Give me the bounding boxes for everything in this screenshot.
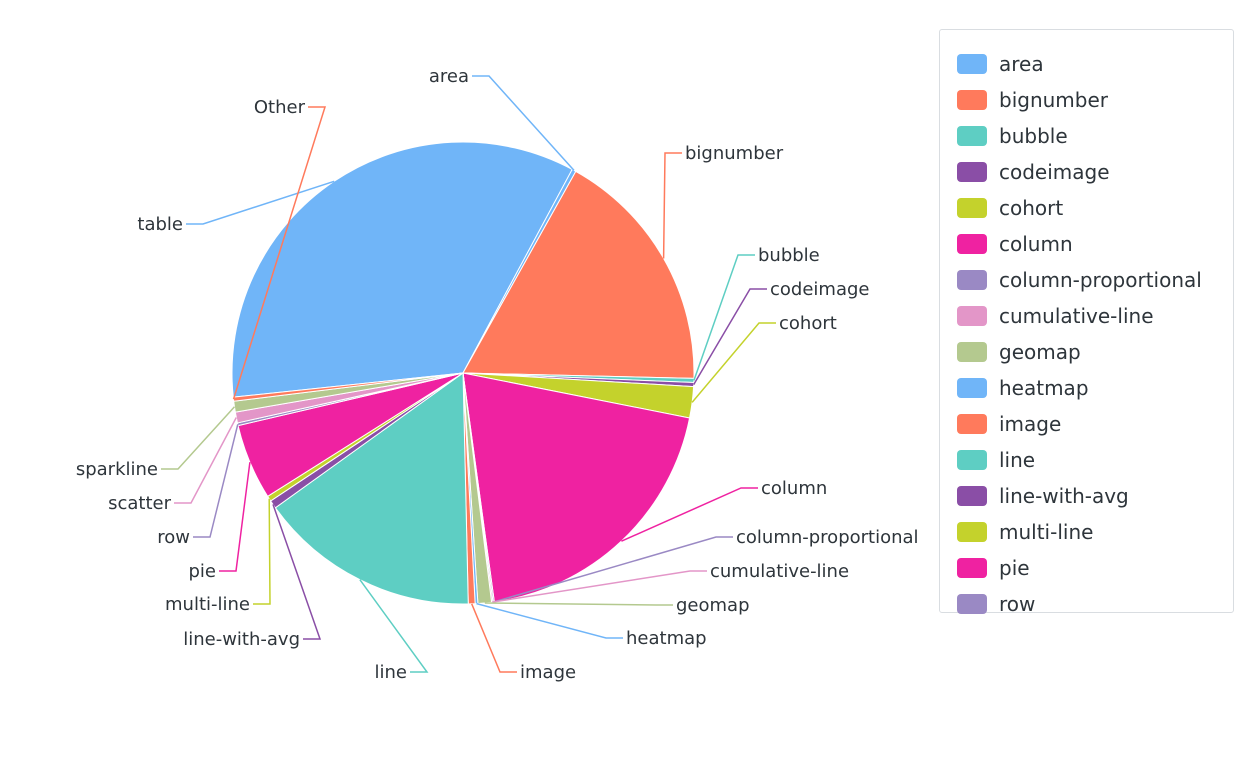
legend-swatch bbox=[957, 234, 987, 254]
callout-label-codeimage: codeimage bbox=[770, 279, 869, 300]
callout-line-bignumber bbox=[662, 152, 682, 259]
legend-swatch bbox=[957, 306, 987, 326]
legend-item-geomap[interactable]: geomap bbox=[957, 334, 1233, 370]
callout-line-geomap bbox=[484, 602, 673, 606]
legend-label: line-with-avg bbox=[999, 484, 1129, 508]
legend-label: row bbox=[999, 592, 1036, 616]
callout-label-table: table bbox=[137, 214, 183, 235]
callout-label-other: Other bbox=[254, 97, 306, 118]
legend-item-cohort[interactable]: cohort bbox=[957, 190, 1233, 226]
callout-line-table bbox=[186, 180, 335, 225]
callout-label-sparkline: sparkline bbox=[76, 459, 158, 480]
legend-swatch bbox=[957, 486, 987, 506]
callout-label-cumulative-line: cumulative-line bbox=[710, 561, 849, 582]
callout-label-multi-line: multi-line bbox=[165, 594, 250, 615]
callout-line-scatter bbox=[174, 417, 237, 504]
legend-label: pie bbox=[999, 556, 1030, 580]
chart-legend: area bignumber bubble codeimage cohort c… bbox=[939, 29, 1234, 616]
legend-label: column bbox=[999, 232, 1073, 256]
legend-item-cumulative-line[interactable]: cumulative-line bbox=[957, 298, 1233, 334]
legend-label: area bbox=[999, 52, 1044, 76]
callout-line-other bbox=[232, 106, 327, 400]
callout-label-column: column bbox=[761, 478, 827, 499]
legend-item-heatmap[interactable]: heatmap bbox=[957, 370, 1233, 406]
legend-label: column-proportional bbox=[999, 268, 1202, 292]
legend-item-codeimage[interactable]: codeimage bbox=[957, 154, 1233, 190]
legend-item-bignumber[interactable]: bignumber bbox=[957, 82, 1233, 118]
callout-line-column-proportional bbox=[493, 536, 733, 603]
legend-label: image bbox=[999, 412, 1062, 436]
callout-label-pie: pie bbox=[188, 561, 216, 582]
callout-label-area: area bbox=[429, 66, 469, 87]
legend-item-line[interactable]: line bbox=[957, 442, 1233, 478]
legend-label: geomap bbox=[999, 340, 1081, 364]
legend-label: bignumber bbox=[999, 88, 1109, 112]
legend-swatch bbox=[957, 126, 987, 146]
legend-swatch bbox=[957, 90, 987, 110]
callout-line-multi-line bbox=[253, 498, 271, 605]
legend-swatch bbox=[957, 378, 987, 398]
legend-item-multi-line[interactable]: multi-line bbox=[957, 514, 1233, 550]
callout-line-column bbox=[621, 487, 758, 542]
callout-line-bubble bbox=[693, 254, 755, 381]
callout-line-line bbox=[359, 579, 429, 673]
legend-swatch bbox=[957, 54, 987, 74]
legend-swatch bbox=[957, 198, 987, 218]
legend-item-line-with-avg[interactable]: line-with-avg bbox=[957, 478, 1233, 514]
callout-label-bubble: bubble bbox=[758, 245, 820, 266]
pie-slice-other[interactable] bbox=[232, 372, 464, 402]
legend-item-image[interactable]: image bbox=[957, 406, 1233, 442]
legend-swatch bbox=[957, 414, 987, 434]
legend-item-area[interactable]: area bbox=[957, 46, 1233, 82]
legend-swatch bbox=[957, 270, 987, 290]
pie-chart: table area bignumber bubble codeimage cohort c… bbox=[76, 66, 919, 683]
legend-swatch bbox=[957, 342, 987, 362]
legend-swatch bbox=[957, 594, 987, 614]
legend-swatch bbox=[957, 522, 987, 542]
legend-label: line bbox=[999, 448, 1036, 472]
callout-label-image: image bbox=[520, 662, 576, 683]
callout-label-row: row bbox=[157, 527, 190, 548]
legend-label: cohort bbox=[999, 196, 1064, 220]
legend-item-column-proportional[interactable]: column-proportional bbox=[957, 262, 1233, 298]
callout-label-geomap: geomap bbox=[676, 595, 750, 616]
callout-label-scatter: scatter bbox=[108, 493, 171, 514]
legend-label: multi-line bbox=[999, 520, 1094, 544]
legend-swatch bbox=[957, 450, 987, 470]
callout-label-heatmap: heatmap bbox=[626, 628, 707, 649]
legend-swatch bbox=[957, 558, 987, 578]
callout-label-bignumber: bignumber bbox=[685, 143, 784, 164]
pie-callouts: table area bignumber bubble codeimage cohort c… bbox=[76, 66, 919, 683]
callout-line-sparkline bbox=[161, 406, 236, 470]
callout-line-codeimage bbox=[693, 288, 767, 385]
pie-slices bbox=[231, 141, 695, 605]
legend-item-row[interactable]: row bbox=[957, 586, 1233, 622]
callout-line-line-with-avg bbox=[272, 504, 322, 640]
legend-label: bubble bbox=[999, 124, 1068, 148]
legend-item-bubble[interactable]: bubble bbox=[957, 118, 1233, 154]
callout-line-cohort bbox=[691, 322, 776, 403]
legend-swatch bbox=[957, 162, 987, 182]
legend-item-pie[interactable]: pie bbox=[957, 550, 1233, 586]
callout-label-line: line bbox=[375, 662, 407, 683]
callout-line-cumulative-line bbox=[492, 570, 707, 603]
callout-line-pie bbox=[219, 462, 251, 572]
callout-label-cohort: cohort bbox=[779, 313, 837, 334]
pie-slice-column[interactable] bbox=[462, 372, 691, 603]
callout-line-image bbox=[471, 603, 517, 673]
legend-label: cumulative-line bbox=[999, 304, 1154, 328]
legend-item-column[interactable]: column bbox=[957, 226, 1233, 262]
callout-line-area bbox=[472, 75, 575, 171]
callout-line-row bbox=[193, 424, 239, 538]
legend-label: codeimage bbox=[999, 160, 1110, 184]
legend-label: heatmap bbox=[999, 376, 1089, 400]
callout-label-column-proportional: column-proportional bbox=[736, 527, 919, 548]
callout-label-line-with-avg: line-with-avg bbox=[183, 629, 300, 650]
callout-line-heatmap bbox=[476, 602, 623, 639]
